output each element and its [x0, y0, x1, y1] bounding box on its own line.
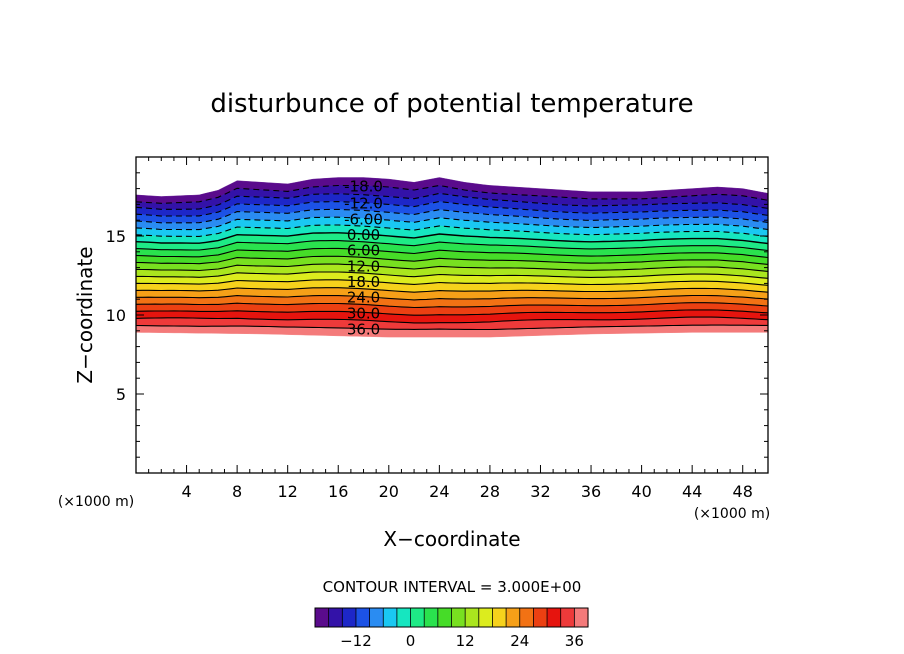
colorbar-swatch [478, 608, 494, 627]
contour-line [136, 240, 768, 252]
contour-label: 0.00 [347, 226, 380, 244]
contour-line [136, 232, 768, 245]
chart-title: disturbunce of potential temperature [210, 89, 693, 119]
x-tick-label: 44 [682, 482, 702, 501]
x-unit-label-left: (×1000 m) [58, 494, 134, 510]
contour-line [136, 287, 768, 293]
colorbar-labels: −12 0 12 24 36 [340, 632, 584, 650]
contour-labels: -18.0-12.0-6.000.006.0012.018.024.030.03… [344, 177, 383, 338]
colorbar-tick-label: −12 [340, 632, 372, 650]
colorbar-swatch [369, 608, 384, 627]
colorbar-swatch [383, 608, 398, 627]
contour-line [136, 200, 768, 217]
contour-label: 6.00 [347, 242, 380, 260]
y-tick-label: 10 [106, 306, 126, 325]
x-tick-label: 48 [733, 482, 753, 501]
contour-line [136, 192, 768, 210]
contour-lines [136, 184, 768, 331]
x-tick-label: 32 [530, 482, 550, 501]
colorbar-tick-label: 0 [406, 632, 416, 650]
colorbar-swatch [465, 608, 480, 627]
colorbar-swatch [519, 608, 534, 627]
colorbar-swatch [560, 608, 575, 627]
colorbar [315, 608, 589, 627]
colorbar-swatch [533, 608, 548, 627]
contour-label: 24.0 [347, 289, 380, 307]
x-axis-label: X−coordinate [383, 527, 520, 551]
colorbar-swatch [396, 608, 412, 627]
x-tick-label: 16 [328, 482, 348, 501]
colorbar-swatch [355, 608, 371, 627]
x-tick-label: 28 [480, 482, 500, 501]
contour-label: 36.0 [347, 321, 380, 339]
colorbar-swatch [437, 608, 453, 627]
contour-label: -6.00 [344, 210, 383, 228]
colorbar-swatch [328, 608, 343, 627]
contour-label: 12.0 [347, 257, 380, 275]
contour-label: 30.0 [347, 304, 380, 322]
colorbar-swatch [424, 608, 439, 627]
x-tick-label: 4 [181, 482, 191, 501]
x-tick-label: 20 [379, 482, 399, 501]
colorbar-swatch [342, 608, 357, 627]
axis-ticks [136, 157, 768, 473]
contour-line [136, 294, 768, 301]
y-tick-label: 5 [116, 385, 126, 404]
colorbar-tick-label: 24 [510, 632, 529, 650]
x-unit-label-right: (×1000 m) [694, 506, 770, 522]
contour-line [136, 309, 768, 316]
x-tick-label: 12 [278, 482, 298, 501]
x-tick-label: 36 [581, 482, 601, 501]
x-tick-label: 8 [232, 482, 242, 501]
x-tick-label: 24 [429, 482, 449, 501]
contour-field [136, 177, 768, 338]
colorbar-swatch [451, 608, 466, 627]
contour-line [136, 271, 768, 279]
colorbar-frame [314, 607, 589, 628]
contour-line [136, 302, 768, 309]
colorbar-swatch [492, 608, 507, 627]
contour-label: -12.0 [344, 195, 383, 213]
contour-line [136, 263, 768, 272]
colorbar-swatch [410, 608, 425, 627]
colorbar-swatch [506, 608, 521, 627]
y-tick-label: 15 [106, 227, 126, 246]
contour-line [136, 184, 768, 204]
contour-label: 18.0 [347, 273, 380, 291]
colorbar-swatch [574, 608, 589, 627]
x-tick-label: 40 [631, 482, 651, 501]
contour-line [136, 279, 768, 286]
contour-line [136, 255, 768, 265]
colorbar-tick-label: 36 [565, 632, 584, 650]
colorbar-tick-label: 12 [456, 632, 475, 650]
contour-line [136, 247, 768, 259]
colorbar-swatch [315, 608, 330, 627]
contour-line [136, 316, 768, 324]
contour-label: -18.0 [344, 177, 383, 195]
y-axis-label: Z−coordinate [73, 246, 97, 383]
contour-interval-text: CONTOUR INTERVAL = 3.000E+00 [323, 578, 582, 596]
contour-line [136, 324, 768, 331]
colorbar-swatch [547, 608, 562, 627]
